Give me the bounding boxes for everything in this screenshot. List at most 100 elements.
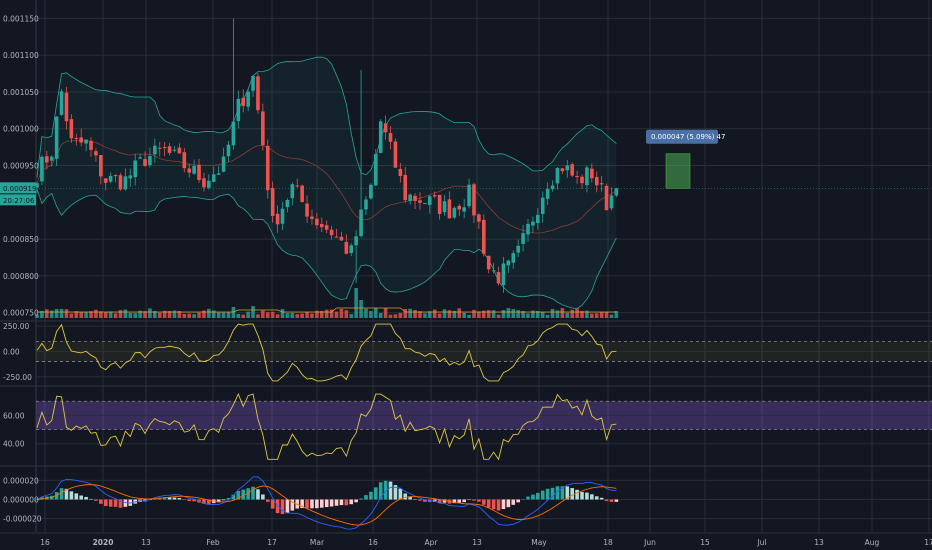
price-tag-bg xyxy=(0,182,36,194)
bollinger-fill xyxy=(37,57,617,309)
cci-pane[interactable] xyxy=(36,323,932,382)
candle-body xyxy=(84,139,88,144)
chart-grid xyxy=(35,0,932,532)
rsi-pane[interactable] xyxy=(36,392,932,461)
volume-bar xyxy=(339,308,344,318)
candle-body xyxy=(614,188,619,196)
macd-histogram-bar xyxy=(285,499,290,514)
candle-body xyxy=(89,140,93,150)
macd-histogram-bar xyxy=(329,499,334,507)
candle-body xyxy=(236,98,241,122)
macd-histogram-bar xyxy=(113,499,118,507)
candle-body xyxy=(540,197,545,215)
candle-body xyxy=(64,92,69,122)
candle-body xyxy=(300,185,304,202)
candle-body xyxy=(59,91,64,115)
candle-body xyxy=(295,185,300,187)
candle-body xyxy=(280,208,285,224)
projection-label: 0.000047 (5.09%) 47 xyxy=(651,133,725,141)
x-axis-label: Feb xyxy=(206,538,220,547)
x-axis-label: 16 xyxy=(40,538,50,547)
candle-body xyxy=(570,164,574,176)
volume-bar xyxy=(521,311,525,318)
candle-body xyxy=(339,236,344,241)
volume-bar xyxy=(207,308,211,318)
macd-histogram-bar xyxy=(486,499,491,508)
macd-histogram-bar xyxy=(550,487,555,500)
macd-histogram-bar xyxy=(531,494,535,500)
macd-histogram-bar xyxy=(560,486,565,500)
y-axis-labels: 0.001150 0.001100 0.001050 0.001000 0.000950… xyxy=(3,14,42,523)
volume-bar xyxy=(334,311,339,318)
volume-bar xyxy=(545,314,550,318)
volume-bar xyxy=(555,310,560,318)
volume-bar xyxy=(275,314,280,318)
candle-body xyxy=(354,236,358,246)
volume-bar xyxy=(211,310,216,318)
y-axis-label: 0.000800 xyxy=(3,272,39,281)
bollinger-bands xyxy=(36,56,617,310)
y-axis-label: 0.000950 xyxy=(3,162,39,171)
volume-bar xyxy=(310,313,314,318)
candle-body xyxy=(305,203,309,217)
macd-histogram-bar xyxy=(94,499,98,501)
candle-body xyxy=(467,184,471,207)
oscillator-line xyxy=(36,392,617,461)
x-axis-label: Aug xyxy=(865,538,880,547)
volume-bar xyxy=(177,311,182,318)
candle-body xyxy=(565,165,570,171)
candle-body xyxy=(486,255,491,270)
volume-bar xyxy=(329,309,334,318)
macd-histogram-bar xyxy=(192,499,196,502)
volume-bar xyxy=(64,309,69,318)
macd-histogram-bar xyxy=(506,499,511,508)
volume-bar xyxy=(192,314,196,318)
candle-body xyxy=(40,156,44,182)
volume-bar xyxy=(614,311,619,318)
macd-histogram-bar xyxy=(462,499,466,503)
candle-body xyxy=(408,194,412,201)
candle-body xyxy=(187,168,192,173)
y-axis-label: 250.00 xyxy=(3,322,29,331)
candle-body xyxy=(398,168,403,176)
y-axis-label: 0.000000 xyxy=(3,496,39,505)
macd-histogram-bar xyxy=(84,496,88,500)
volume-bar xyxy=(418,311,422,318)
macd-histogram-bar xyxy=(74,493,79,500)
bollinger-basis-line xyxy=(36,140,617,234)
candle-body xyxy=(270,188,275,216)
volume-bar xyxy=(153,311,157,318)
volume-bar xyxy=(54,309,59,318)
macd-histogram-bar xyxy=(59,488,64,500)
candle-body xyxy=(54,116,59,159)
countdown-tag-bg xyxy=(0,194,36,206)
volume-bar xyxy=(290,312,295,318)
price-projection-tool[interactable]: 0.000047 (5.09%) 47 xyxy=(646,129,725,189)
volume-bar xyxy=(45,309,49,318)
macd-histogram-bar xyxy=(482,499,486,505)
candle-body xyxy=(128,175,133,179)
macd-histogram-bar xyxy=(241,489,246,500)
macd-pane[interactable] xyxy=(35,476,932,530)
candle-body xyxy=(275,213,280,225)
macd-histogram-bar xyxy=(339,499,344,506)
volume-bar xyxy=(236,313,241,318)
macd-histogram-bar xyxy=(575,489,579,500)
macd-histogram-bar xyxy=(594,496,599,500)
candle-body xyxy=(545,188,550,199)
volume-bar xyxy=(599,311,604,318)
x-axis-label: 13 xyxy=(472,538,482,547)
volume-bar xyxy=(148,308,152,318)
macd-histogram-bar xyxy=(403,493,408,500)
volume-bar xyxy=(359,300,363,318)
macd-histogram-bar xyxy=(521,499,525,500)
volume-bar xyxy=(265,312,270,318)
candle-body xyxy=(521,233,525,244)
candle-body xyxy=(290,184,295,199)
volume-bar xyxy=(590,313,594,318)
volume-bar xyxy=(373,308,378,318)
volume-bar xyxy=(560,308,565,318)
macd-histogram-bar xyxy=(226,497,231,500)
price-pane[interactable] xyxy=(35,18,619,318)
